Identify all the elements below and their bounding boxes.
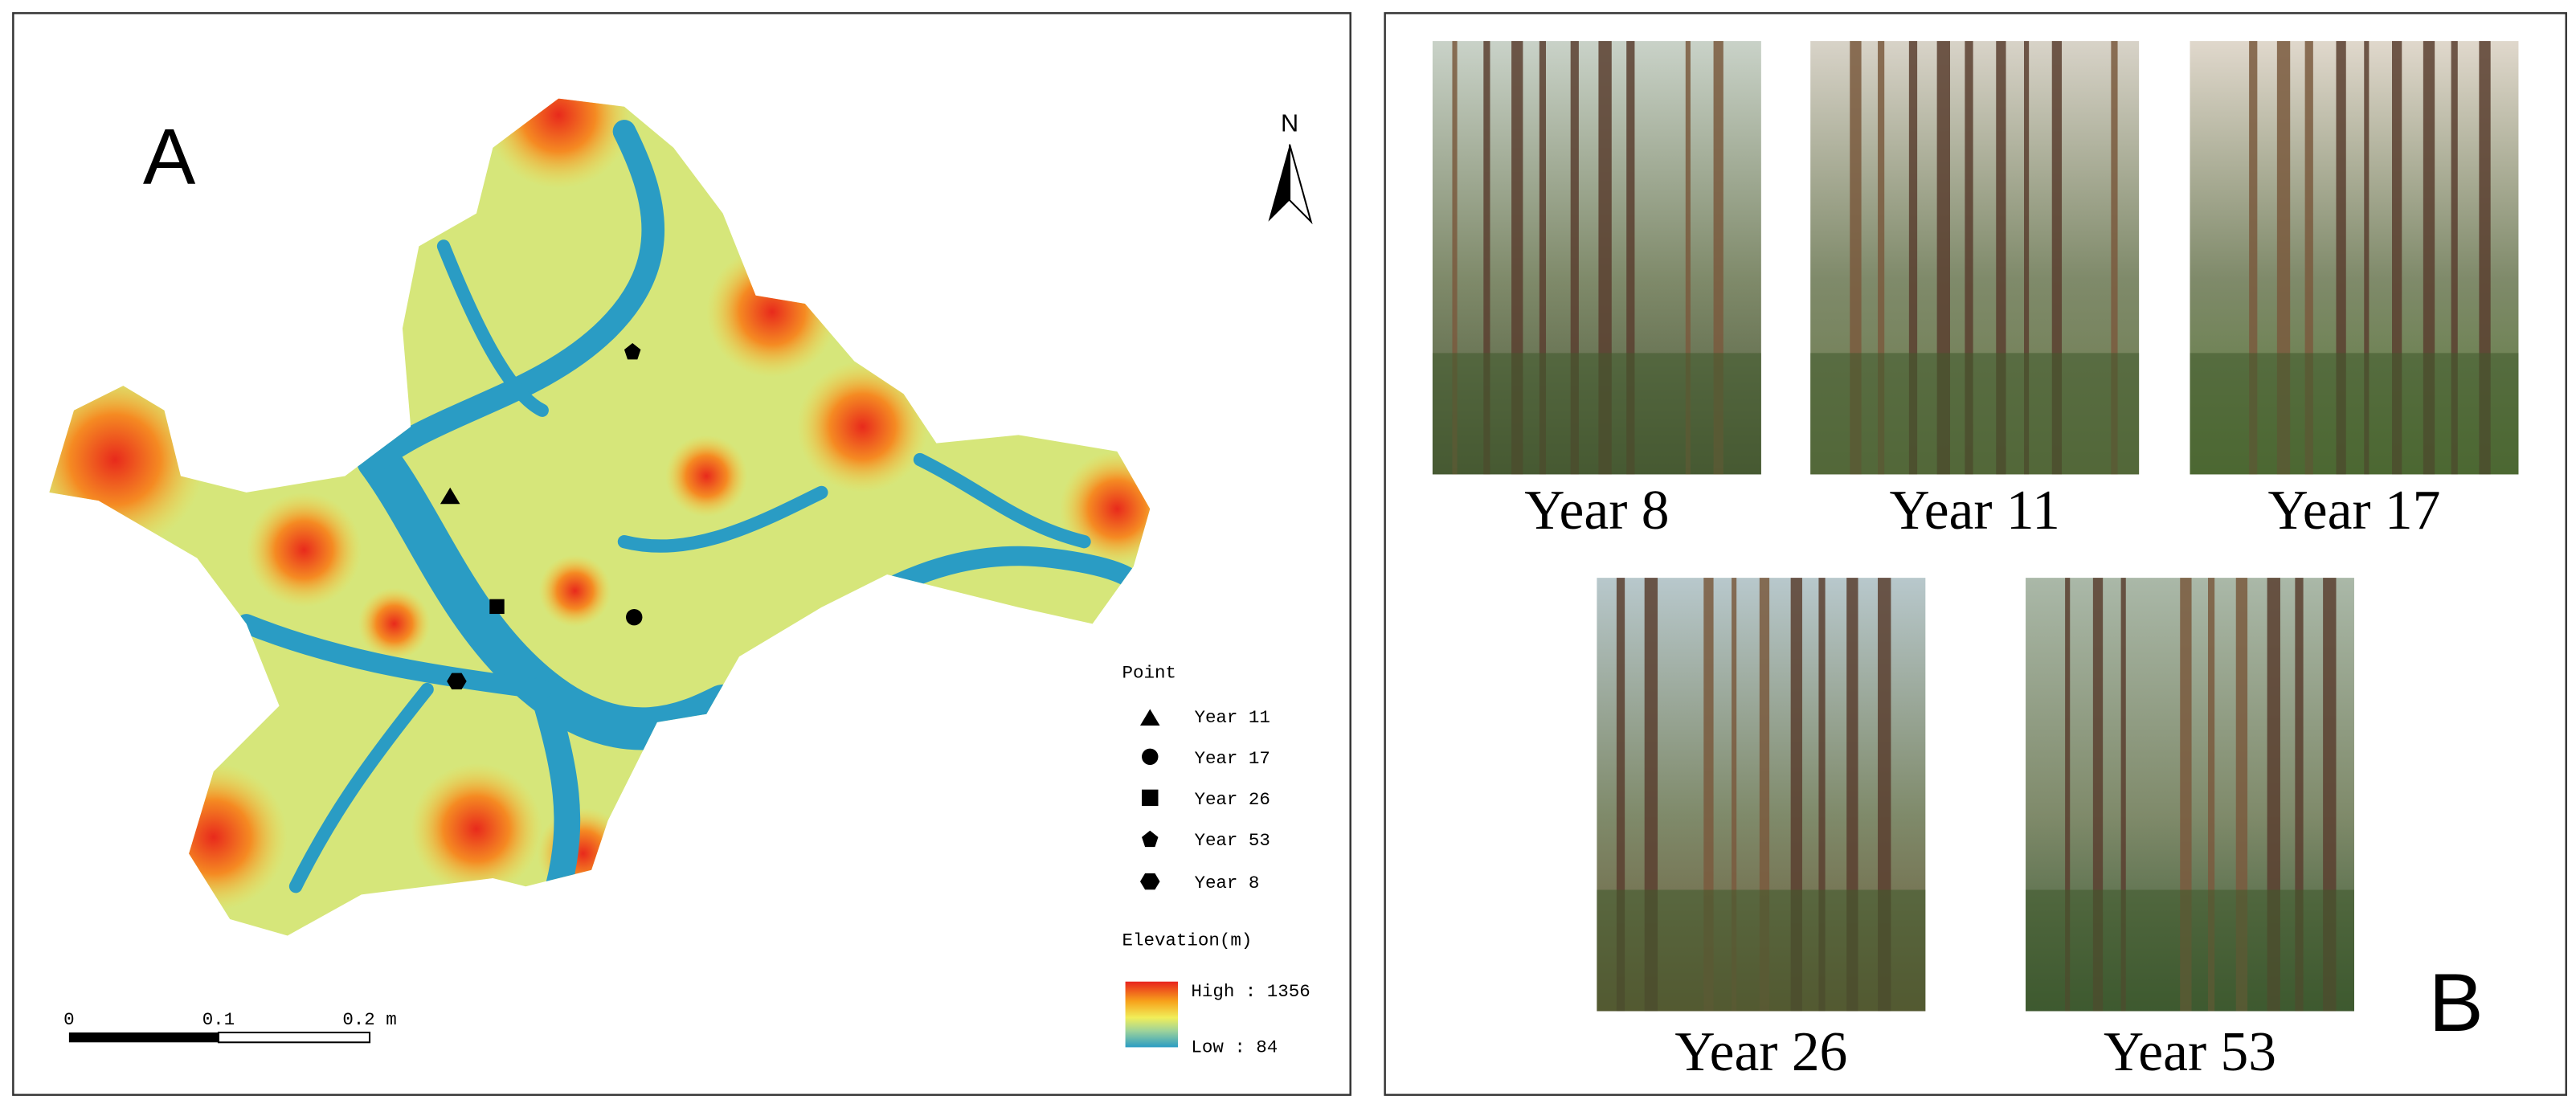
tree-trunk [1626, 41, 1635, 475]
legend-item: Year 53 [1194, 830, 1270, 851]
legend-title: Point [1122, 663, 1176, 684]
scale-bar [68, 1032, 219, 1043]
point-year-26 [489, 599, 505, 615]
tree-trunk [1616, 578, 1625, 1012]
point-year-17 [626, 608, 643, 626]
undergrowth [2026, 889, 2354, 1012]
undergrowth [1810, 353, 2140, 475]
tree-trunk [1483, 41, 1490, 475]
tree-trunk [2304, 41, 2313, 475]
tree-trunk [2111, 41, 2118, 475]
undergrowth [2190, 353, 2519, 475]
tree-trunk [1539, 41, 1547, 475]
photo: Year 26 [1597, 578, 1926, 1083]
north-label: N [1281, 109, 1298, 137]
scale-label: 0 [63, 1009, 74, 1030]
elevation-high: High : 1356 [1191, 981, 1310, 1002]
sample-points [440, 342, 643, 690]
legend-item: Year 26 [1194, 789, 1270, 810]
tree-trunk [2065, 578, 2071, 1012]
photo-caption: Year 11 [1889, 480, 2059, 542]
tree-trunk [1878, 41, 1885, 475]
tree-trunk [1452, 41, 1458, 475]
tree-trunk [2451, 41, 2458, 475]
elevation-title: Elevation(m) [1122, 930, 1252, 951]
point-year-53 [624, 342, 641, 360]
tree-trunk [1818, 578, 1826, 1012]
tree-trunk [1685, 41, 1691, 475]
undergrowth [1432, 353, 1761, 475]
point-year-11 [440, 487, 460, 505]
scale-label: 0.1 [202, 1009, 235, 1030]
tree-trunk [1732, 578, 1737, 1012]
photo: Year 17 [2190, 41, 2519, 542]
undergrowth [1597, 889, 1926, 1012]
photo: Year 53 [2026, 578, 2354, 1083]
tree-trunk [2120, 578, 2126, 1012]
scale-label: 0.2 m [342, 1009, 396, 1030]
scale-bar [217, 1032, 371, 1044]
tree-trunk [2208, 578, 2215, 1012]
photo-caption: Year 26 [1674, 1021, 1847, 1083]
panel-label: A [143, 112, 196, 201]
elevation-ramp [1125, 981, 1179, 1048]
elevation-low: Low : 84 [1191, 1037, 1278, 1058]
tree-trunk [2295, 578, 2304, 1012]
legend-item: Year 8 [1194, 873, 1259, 893]
photo-caption: Year 17 [2267, 480, 2440, 542]
photo-caption: Year 8 [1524, 480, 1669, 542]
panel-label: B [2429, 956, 2484, 1049]
tree-trunk [2024, 41, 2030, 475]
photo: Year 8 [1432, 41, 1761, 542]
legend-item: Year 17 [1194, 748, 1270, 769]
legend-item: Year 11 [1194, 707, 1270, 728]
photo: Year 11 [1810, 41, 2140, 542]
tree-trunk [1908, 41, 1918, 475]
tree-trunk [2364, 41, 2370, 475]
point-year-8 [447, 673, 467, 690]
legend-symbols [1139, 709, 1160, 890]
north-arrow [1289, 144, 1313, 225]
photo-caption: Year 53 [2104, 1021, 2276, 1083]
tree-trunk [1570, 41, 1579, 475]
photos: Year 8 Year 11 Year 17 Year 26 Year 53 [1432, 41, 2519, 1083]
tree-trunk [1965, 41, 1973, 475]
tree-trunk [2249, 41, 2258, 475]
